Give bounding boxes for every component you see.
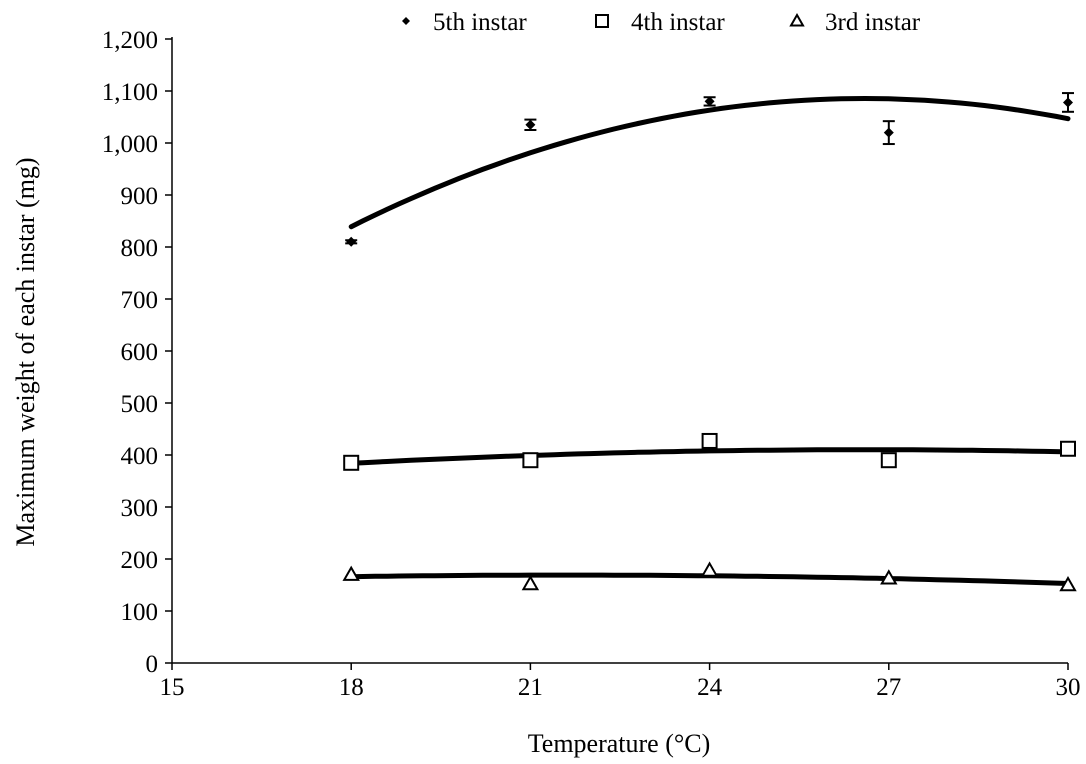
data-points — [342, 96, 1077, 592]
error-bars — [345, 92, 1074, 245]
y-tick-label: 300 — [121, 495, 159, 522]
y-tick-label: 1,000 — [102, 131, 158, 158]
y-tick-label: 200 — [121, 547, 159, 574]
data-point — [522, 452, 539, 469]
data-point — [342, 565, 360, 581]
data-point — [701, 432, 718, 449]
legend-label: 4th instar — [631, 9, 725, 36]
y-tick-label: 700 — [121, 287, 159, 314]
legend-marker — [595, 14, 609, 28]
x-tick-label: 18 — [339, 674, 364, 701]
x-axis-title: Temperature (°C) — [528, 729, 711, 758]
x-tick-label: 27 — [876, 674, 901, 701]
legend: 5th instar 4th instar 3rd instar — [402, 9, 921, 36]
y-axis-ticks: 0 100 200 300 400 500 600 700 800 900 1,000 1,100 1,… — [102, 27, 172, 678]
y-tick-label: 100 — [121, 599, 159, 626]
y-tick-label: 0 — [146, 651, 159, 678]
axes — [171, 37, 1068, 664]
x-tick-label: 15 — [160, 674, 185, 701]
data-point — [880, 569, 898, 585]
data-point — [883, 127, 894, 138]
y-tick-label: 1,100 — [102, 79, 158, 106]
legend-marker — [789, 12, 805, 27]
trendlines — [348, 95, 1071, 586]
legend-label: 5th instar — [433, 9, 527, 36]
data-point — [1059, 575, 1077, 592]
data-point — [704, 96, 715, 107]
y-tick-label: 400 — [121, 443, 159, 470]
trendline — [348, 95, 1071, 230]
data-point — [521, 574, 540, 591]
y-tick-label: 500 — [121, 391, 159, 418]
y-tick-label: 1,200 — [102, 27, 158, 54]
legend-label: 3rd instar — [825, 9, 921, 36]
x-tick-label: 21 — [518, 674, 543, 701]
data-point — [880, 452, 897, 469]
data-point — [700, 561, 719, 577]
data-point — [1063, 97, 1073, 108]
data-point — [525, 119, 536, 130]
y-tick-label: 800 — [121, 235, 159, 262]
data-point — [343, 454, 360, 471]
y-tick-label: 600 — [121, 339, 159, 366]
data-point — [346, 236, 357, 247]
y-tick-label: 900 — [121, 183, 159, 210]
x-tick-label: 24 — [697, 674, 723, 701]
x-tick-label: 30 — [1056, 674, 1081, 701]
y-axis-title: Maximum weight of each instar (mg) — [11, 157, 40, 546]
legend-marker — [402, 17, 410, 25]
trendline — [348, 447, 1071, 466]
x-axis-ticks: 15 18 21 24 27 30 — [160, 663, 1081, 701]
data-point — [1060, 440, 1076, 457]
